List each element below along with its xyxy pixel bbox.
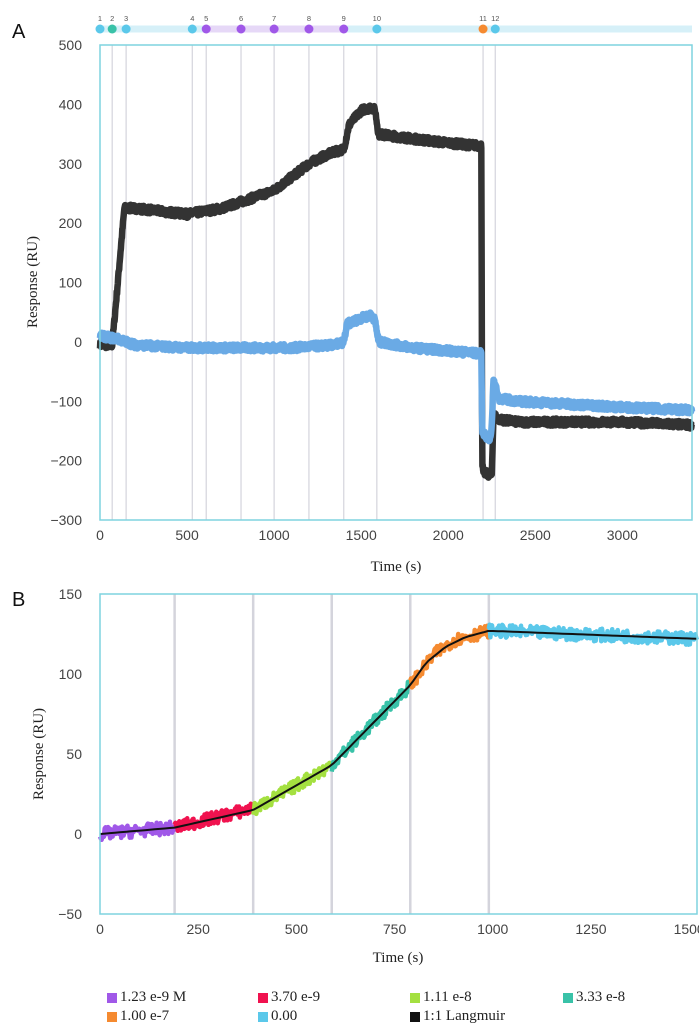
injection-marker-label: 3: [124, 14, 128, 23]
x-tick-label: 1250: [575, 921, 606, 937]
injection-marker: [304, 24, 314, 34]
x-tick-label: 1000: [477, 921, 508, 937]
legend-swatch: [258, 1011, 268, 1022]
sensorgram-series-line: [96, 309, 696, 445]
legend-swatch: [107, 1011, 117, 1022]
y-tick-label: 500: [59, 37, 83, 53]
panel-b-y-axis-title: Response (RU): [31, 708, 47, 800]
plot-frame: [99, 44, 693, 521]
y-tick-label: 150: [59, 586, 83, 602]
legend-swatch: [563, 992, 573, 1003]
injection-marker: [478, 24, 488, 34]
panel-b-legend: 1.23 e-9 M 3.70 e-9 1.11 e-8 3.33 e-8 1.…: [0, 984, 699, 1026]
marker-track: [100, 25, 692, 33]
3-70-e-9-series-line: [172, 801, 256, 834]
panel-a-y-axis-title: Response (RU): [25, 236, 41, 328]
y-tick-label: 50: [66, 746, 82, 762]
plot-frame: [99, 593, 698, 915]
injection-marker: [269, 24, 279, 34]
injection-marker: [201, 24, 211, 34]
x-tick-label: 0: [96, 527, 104, 543]
x-tick-label: 750: [383, 921, 407, 937]
1-00-e-7-series-line: [408, 623, 492, 690]
legend-item: 1.11 e-8: [410, 989, 472, 1006]
x-tick-label: 3000: [607, 527, 638, 543]
legend-swatch: [107, 992, 117, 1003]
injection-marker-label: 8: [307, 14, 311, 23]
panel-a-x-axis-title: Time (s): [371, 559, 422, 575]
injection-marker: [187, 24, 197, 34]
panel-a-letter: A: [12, 21, 26, 43]
1-11-e-8-series-line: [251, 760, 334, 817]
x-tick-label: 2500: [520, 527, 551, 543]
panel-b-x-axis-title: Time (s): [373, 950, 424, 966]
x-tick-label: 1500: [346, 527, 377, 543]
3-33-e-8-series-line: [329, 679, 413, 772]
legend-item: 3.70 e-9: [258, 989, 320, 1006]
panel-b-letter: B: [12, 589, 25, 611]
injection-marker: [236, 24, 246, 34]
legend-label: 1.23 e-9 M: [120, 989, 187, 1005]
injection-marker: [372, 24, 382, 34]
y-tick-label: −100: [50, 393, 82, 409]
legend-item: 0.00: [258, 1008, 297, 1025]
y-tick-label: 200: [59, 215, 83, 231]
legend-item: 3.33 e-8: [563, 989, 625, 1006]
legend-item: 1.00 e-7: [107, 1008, 169, 1025]
injection-marker-label: 11: [479, 14, 487, 23]
legend-label: 1:1 Langmuir: [423, 1008, 506, 1024]
injection-marker-label: 10: [373, 14, 381, 23]
legend-item: 1.23 e-9 M: [107, 989, 186, 1006]
legend-swatch: [410, 992, 420, 1003]
y-tick-label: 100: [59, 666, 83, 682]
y-tick-label: 400: [59, 96, 83, 112]
legend-label: 3.70 e-9: [271, 989, 321, 1005]
injection-marker: [107, 24, 117, 34]
x-tick-label: 500: [175, 527, 199, 543]
x-tick-label: 0: [96, 921, 104, 937]
injection-marker-label: 7: [272, 14, 276, 23]
y-tick-label: −200: [50, 453, 82, 469]
x-tick-label: 1500: [674, 921, 699, 937]
y-tick-label: −50: [58, 906, 82, 922]
x-tick-label: 2000: [433, 527, 464, 543]
legend-label: 1.00 e-7: [120, 1008, 170, 1024]
injection-marker: [121, 24, 131, 34]
x-tick-label: 250: [187, 921, 211, 937]
injection-marker-label: 4: [190, 14, 194, 23]
injection-marker-label: 9: [342, 14, 346, 23]
legend-item: 1:1 Langmuir: [410, 1008, 505, 1025]
injection-marker: [95, 24, 105, 34]
legend-swatch: [258, 992, 268, 1003]
y-tick-label: −300: [50, 512, 82, 528]
legend-swatch: [410, 1011, 420, 1022]
y-tick-label: 0: [74, 826, 82, 842]
injection-marker-label: 2: [110, 14, 114, 23]
y-tick-label: 0: [74, 334, 82, 350]
x-tick-label: 500: [285, 921, 309, 937]
injection-marker: [339, 24, 349, 34]
injection-marker: [490, 24, 500, 34]
x-tick-label: 1000: [259, 527, 290, 543]
legend-label: 3.33 e-8: [576, 989, 626, 1005]
legend-label: 0.00: [271, 1008, 298, 1024]
injection-marker-label: 1: [98, 14, 102, 23]
injection-marker-label: 12: [491, 14, 499, 23]
injection-marker-label: 6: [239, 14, 243, 23]
injection-marker-label: 5: [204, 14, 208, 23]
1-1-langmuir-series-line: [99, 630, 698, 835]
y-tick-label: 300: [59, 156, 83, 172]
sensorgram-series-line: [96, 102, 695, 481]
y-tick-label: 100: [59, 275, 83, 291]
1-23-e-9-m-series-line: [97, 819, 177, 843]
legend-label: 1.11 e-8: [423, 989, 472, 1005]
